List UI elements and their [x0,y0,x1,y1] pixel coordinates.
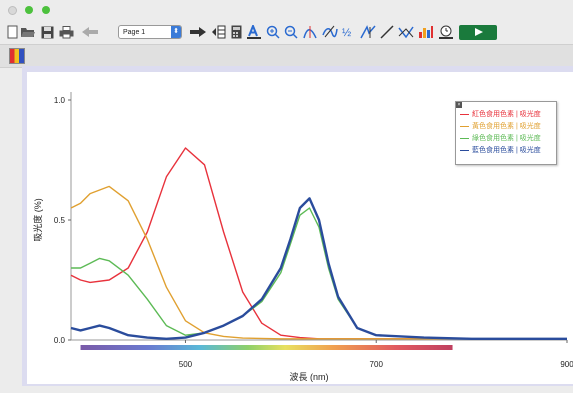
legend-entry-3: 綠色食用色素 | 吸光度 [460,134,541,143]
legend-entry-1: 紅色食用色素 | 吸光度 [460,110,541,119]
open-folder-icon[interactable] [20,23,36,41]
examine-icon[interactable] [302,23,318,41]
legend-close-icon[interactable]: × [456,102,462,108]
y-axis-label: 吸光度 (%) [32,198,43,242]
absorbance-chart[interactable]: 0.0 0.5 1.0 500 700 900 波長 (nm) 吸光度 (%) [27,72,573,384]
minimize-window-button[interactable] [25,6,33,14]
toolbar [0,20,573,44]
save-icon[interactable] [40,23,54,41]
collect-button[interactable] [459,25,497,40]
x-tick-label: 700 [370,360,384,369]
page-select-value: Page 1 [123,29,146,36]
print-icon[interactable] [58,23,74,41]
legend-swatch [460,149,469,151]
curve-fit-icon[interactable] [398,23,414,41]
table-icon[interactable] [210,23,226,41]
legend-label: 紅色食用色素 | 吸光度 [472,111,541,118]
tangent-icon[interactable] [322,23,338,41]
timer-icon[interactable] [438,23,454,41]
legend-swatch [460,113,469,115]
zoom-window-button[interactable] [42,6,50,14]
new-file-icon[interactable] [6,23,18,41]
series-line-2 [70,185,567,340]
zoom-out-icon[interactable] [284,23,298,41]
calculator-icon[interactable] [230,23,242,41]
zoom-in-icon[interactable] [266,23,280,41]
legend-label: 綠色食用色素 | 吸光度 [472,135,541,142]
title-bar [0,0,573,20]
legend-label: 黃色食用色素 | 吸光度 [472,123,541,130]
autoscale-icon[interactable] [246,23,262,41]
integral-icon[interactable]: ½ [342,23,356,41]
y-tick-label: 0.5 [54,216,66,225]
bar-graph-icon[interactable] [418,23,434,41]
next-page-icon[interactable] [188,23,208,41]
x-axis-label: 波長 (nm) [290,371,329,382]
series-line-4 [70,197,567,340]
legend[interactable]: × 紅色食用色素 | 吸光度 黃色食用色素 | 吸光度 綠色食用色素 | 吸光度 藍色… [455,101,557,165]
series-line-3 [71,207,567,340]
y-tick-label: 0.0 [54,336,66,345]
statistics-icon[interactable] [360,23,376,41]
svg-text:½: ½ [342,27,351,39]
linear-fit-icon[interactable] [380,23,394,41]
legend-entry-4: 藍色食用色素 | 吸光度 [460,146,541,155]
page-select[interactable]: Page 1 ⬍ [118,25,182,39]
close-window-button[interactable] [8,6,17,15]
x-tick-label: 900 [560,360,573,369]
visible-spectrum-bar [80,345,453,350]
legend-swatch [460,137,469,139]
data-set-tab[interactable] [9,48,25,64]
data-tab-strip [0,44,573,68]
series-line-1 [70,147,567,340]
y-tick-label: 1.0 [54,96,66,105]
x-tick-label: 500 [179,360,193,369]
legend-swatch [460,125,469,127]
legend-entry-2: 黃色食用色素 | 吸光度 [460,122,541,131]
previous-page-icon[interactable] [80,23,100,41]
legend-label: 藍色食用色素 | 吸光度 [472,147,541,154]
toolbar-right: ½ [0,20,573,44]
chevron-down-icon: ⬍ [171,26,181,38]
